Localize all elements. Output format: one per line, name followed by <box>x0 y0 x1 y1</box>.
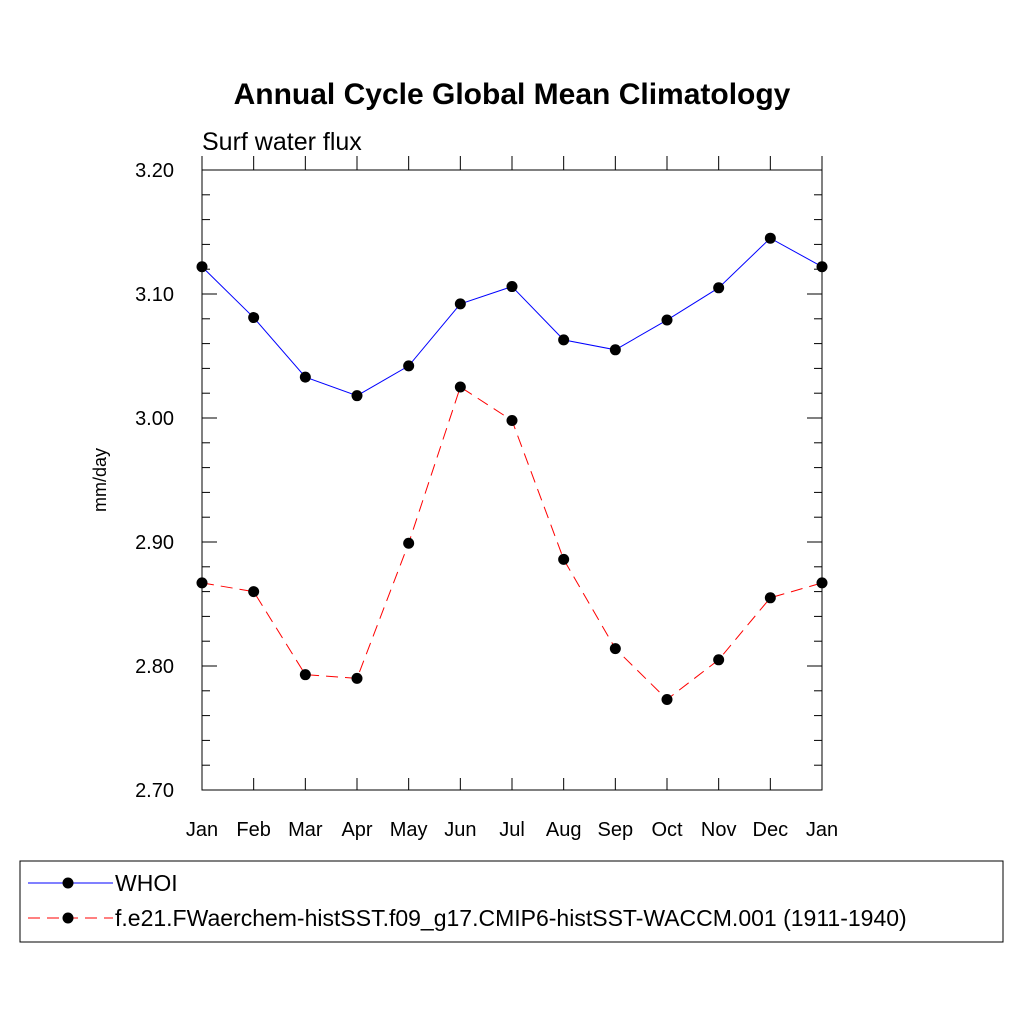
data-point <box>816 261 828 273</box>
data-point <box>454 298 466 310</box>
data-point <box>558 553 570 565</box>
x-tick-label: Oct <box>651 819 683 841</box>
data-point <box>196 577 208 589</box>
x-tick-labels: Jan Feb Mar Apr May Jun Jul Aug Sep Oct Nov Dec Jan <box>186 819 838 841</box>
y-tick-label: 3.00 <box>135 408 174 430</box>
data-point <box>609 344 621 356</box>
series-line <box>201 237 823 397</box>
data-point <box>299 371 311 383</box>
y-axis-label: mm/day <box>90 448 110 512</box>
y-tick-label: 2.90 <box>135 532 174 554</box>
data-point <box>713 654 725 666</box>
legend-label: f.e21.FWaerchem-histSST.f09_g17.CMIP6-hi… <box>115 905 907 931</box>
legend: WHOI f.e21.FWaerchem-histSST.f09_g17.CMIP… <box>19 860 1004 943</box>
chart-title: Annual Cycle Global Mean Climatology <box>234 78 791 111</box>
y-tick-label: 3.10 <box>135 284 174 306</box>
y-tick-label: 3.20 <box>135 160 174 182</box>
y-tick-label: 2.80 <box>135 656 174 678</box>
plot-frame <box>201 169 823 791</box>
data-point <box>764 592 776 604</box>
data-point <box>661 693 673 705</box>
data-point <box>506 281 518 293</box>
legend-entry-1: WHOI <box>28 870 178 896</box>
data-point <box>506 414 518 426</box>
y-tick-label: 2.70 <box>135 780 174 802</box>
axis-ticks <box>201 156 823 791</box>
data-point <box>248 586 260 598</box>
y-tick-labels: 2.70 2.80 2.90 3.00 3.10 3.20 <box>135 160 174 802</box>
x-tick-label: Jul <box>499 819 525 841</box>
data-point <box>661 314 673 326</box>
x-tick-label: Jan <box>806 819 838 841</box>
data-point <box>351 672 363 684</box>
x-tick-label: Nov <box>701 819 737 841</box>
data-point <box>816 577 828 589</box>
data-point <box>196 261 208 273</box>
legend-swatch-marker <box>62 912 74 924</box>
series-line <box>201 386 823 701</box>
series-2 <box>196 381 828 705</box>
chart-subtitle: Surf water flux <box>202 128 362 156</box>
data-point <box>248 312 260 324</box>
x-tick-label: Apr <box>341 819 372 841</box>
series-layer <box>196 232 828 705</box>
data-point <box>299 669 311 681</box>
x-tick-label: May <box>390 819 428 841</box>
data-point <box>713 282 725 294</box>
series-1 <box>196 232 828 402</box>
x-tick-label: Dec <box>753 819 789 841</box>
x-tick-label: Aug <box>546 819 582 841</box>
data-point <box>403 537 415 549</box>
x-tick-label: Jun <box>444 819 476 841</box>
data-point <box>351 390 363 402</box>
data-point <box>609 643 621 655</box>
legend-swatch-marker <box>62 877 74 889</box>
data-point <box>454 381 466 393</box>
x-tick-label: Feb <box>236 819 270 841</box>
data-point <box>558 334 570 346</box>
legend-entry-2: f.e21.FWaerchem-histSST.f09_g17.CMIP6-hi… <box>28 905 907 931</box>
x-tick-label: Mar <box>288 819 323 841</box>
x-tick-label: Sep <box>598 819 634 841</box>
data-point <box>764 232 776 244</box>
legend-box <box>19 860 1004 943</box>
legend-label: WHOI <box>115 870 178 896</box>
x-tick-label: Jan <box>186 819 218 841</box>
data-point <box>403 360 415 372</box>
